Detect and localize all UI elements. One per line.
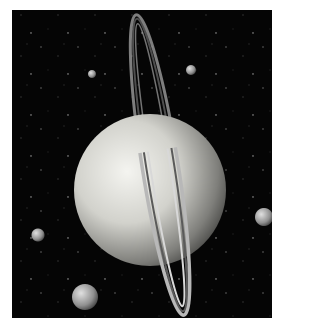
page <box>0 0 275 324</box>
moon <box>72 284 98 310</box>
moon <box>32 229 45 242</box>
moon <box>186 65 196 75</box>
moon <box>255 208 273 226</box>
moon <box>88 70 96 78</box>
planet-image <box>0 0 275 324</box>
